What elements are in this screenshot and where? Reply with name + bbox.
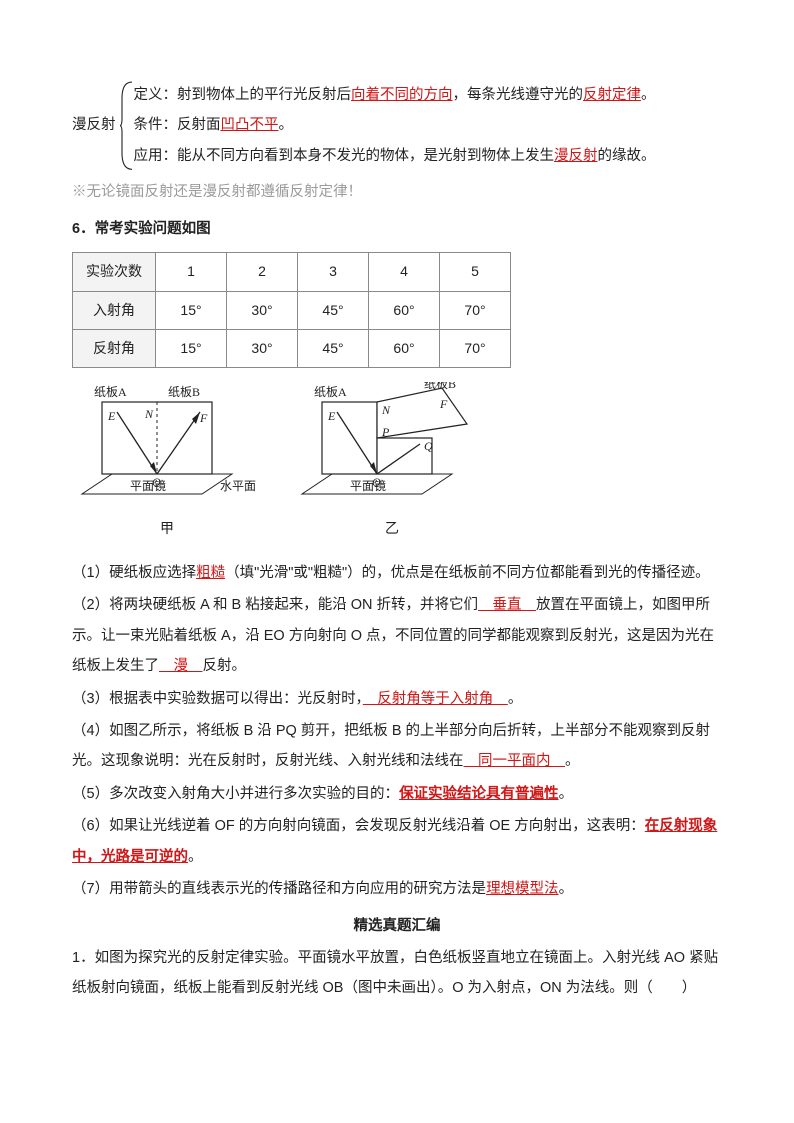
- label-boardA: 纸板A: [94, 385, 127, 399]
- label-mirror2: 平面镜: [350, 478, 386, 493]
- table-cell: 5: [440, 253, 511, 291]
- q4-post: 。: [565, 753, 580, 769]
- table-row: 实验次数 1 2 3 4 5: [73, 253, 511, 291]
- label-mirror: 平面镜: [130, 478, 166, 493]
- table-cell: 45°: [298, 291, 369, 329]
- label-boardB2: 纸板B: [424, 382, 456, 391]
- section-6-title: 6．常考实验问题如图: [72, 214, 722, 244]
- q6: （6）如果让光线逆着 OF 的方向射向镜面，会发现反射光线沿着 OE 方向射出，…: [72, 811, 722, 872]
- label-E: E: [107, 409, 116, 423]
- table-cell: 4: [369, 253, 440, 291]
- compilation-title: 精选真题汇编: [72, 911, 722, 941]
- table-cell: 45°: [298, 329, 369, 367]
- q5-post: 。: [559, 786, 574, 802]
- table-cell: 1: [156, 253, 227, 291]
- caption-yi: 乙: [292, 514, 492, 543]
- q4: （4）如图乙所示，将纸板 B 沿 PQ 剪开，把纸板 B 的上半部分向后折转，上…: [72, 716, 722, 777]
- q2-post: 反射。: [203, 658, 247, 674]
- label-F2: F: [439, 397, 448, 411]
- app-suf: 的缘故。: [598, 148, 656, 164]
- q1-ans: 粗糙: [196, 565, 225, 581]
- app-line: 应用：能从不同方向看到本身不发光的物体，是光射到物体上发生漫反射的缘故。: [134, 141, 723, 171]
- label-Q: Q: [424, 439, 433, 453]
- table-cell: 15°: [156, 291, 227, 329]
- q5: （5）多次改变入射角大小并进行多次实验的目的：保证实验结论具有普遍性。: [72, 779, 722, 809]
- app-red: 漫反射: [554, 148, 598, 164]
- table-cell: 2: [227, 253, 298, 291]
- def-red1: 向着不同的方向: [351, 87, 453, 103]
- def-line: 定义：射到物体上的平行光反射后向着不同的方向，每条光线遵守光的反射定律。: [134, 80, 723, 110]
- cond-suf: 。: [279, 117, 294, 133]
- caption-jia: 甲: [72, 514, 262, 543]
- q3-ans: 反射角等于入射角: [363, 691, 508, 707]
- table-cell: 60°: [369, 329, 440, 367]
- gray-note: ※无论镜面反射还是漫反射都遵循反射定律！: [72, 177, 722, 207]
- q6-post: 。: [188, 849, 203, 865]
- diffuse-reflection-bracket: 漫反射 定义：射到物体上的平行光反射后向着不同的方向，每条光线遵守光的反射定律。…: [72, 80, 722, 171]
- def-suf: 。: [641, 87, 656, 103]
- def-red2: 反射定律: [583, 87, 641, 103]
- label-P: P: [381, 425, 390, 439]
- problem-1: 1．如图为探究光的反射定律实验。平面镜水平放置，白色纸板竖直地立在镜面上。入射光…: [72, 943, 722, 1004]
- q2-pre: （2）将两块硬纸板 A 和 B 粘接起来，能沿 ON 折转，并将它们: [72, 597, 478, 613]
- q3: （3）根据表中实验数据可以得出：光反射时， 反射角等于入射角 。: [72, 684, 722, 714]
- label-N2: N: [381, 403, 391, 417]
- table-row: 反射角 15° 30° 45° 60° 70°: [73, 329, 511, 367]
- q1-pre: （1）硬纸板应选择: [72, 565, 196, 581]
- q5-pre: （5）多次改变入射角大小并进行多次实验的目的：: [72, 786, 399, 802]
- q4-pre: （4）如图乙所示，将纸板 B 沿 PQ 剪开，把纸板 B 的上半部分向后折转，上…: [72, 723, 710, 769]
- q7-ans: 理想模型法: [486, 881, 559, 897]
- table-cell: 30°: [227, 329, 298, 367]
- table-rowhead: 反射角: [73, 329, 156, 367]
- label-boardA2: 纸板A: [314, 385, 347, 399]
- cond-red: 凹凸不平: [221, 117, 279, 133]
- q3-pre: （3）根据表中实验数据可以得出：光反射时，: [72, 691, 363, 707]
- cond-pre: 条件：反射面: [134, 117, 221, 133]
- experiment-table: 实验次数 1 2 3 4 5 入射角 15° 30° 45° 60° 70° 反…: [72, 252, 511, 368]
- label-E2: E: [327, 409, 336, 423]
- diagram-row: 纸板A 纸板B E N F O 平面镜 水平面 甲: [72, 382, 722, 543]
- bracket-body: 定义：射到物体上的平行光反射后向着不同的方向，每条光线遵守光的反射定律。 条件：…: [134, 80, 723, 171]
- table-cell: 3: [298, 253, 369, 291]
- q5-ans: 保证实验结论具有普遍性: [399, 786, 559, 802]
- table-cell: 70°: [440, 291, 511, 329]
- bracket-shape: [120, 80, 134, 171]
- q2-ans2: 漫: [159, 658, 203, 674]
- label-F: F: [199, 411, 208, 425]
- table-cell: 70°: [440, 329, 511, 367]
- diagram-yi: 纸板A 纸板B E N F P Q O 平面镜 乙: [292, 382, 492, 543]
- q7-pre: （7）用带箭头的直线表示光的传播路径和方向应用的研究方法是: [72, 881, 486, 897]
- table-cell: 60°: [369, 291, 440, 329]
- q2-ans: 垂直: [478, 597, 536, 613]
- q3-post: 。: [508, 691, 523, 707]
- diagram-jia: 纸板A 纸板B E N F O 平面镜 水平面 甲: [72, 382, 262, 543]
- q1: （1）硬纸板应选择粗糙（填"光滑"或"粗糙"）的，优点是在纸板前不同方位都能看到…: [72, 558, 722, 588]
- label-boardB: 纸板B: [168, 385, 200, 399]
- cond-line: 条件：反射面凹凸不平。: [134, 110, 723, 140]
- q6-pre: （6）如果让光线逆着 OF 的方向射向镜面，会发现反射光线沿着 OE 方向射出，…: [72, 818, 645, 834]
- table-cell: 15°: [156, 329, 227, 367]
- table-rowhead: 入射角: [73, 291, 156, 329]
- def-pre: 定义：射到物体上的平行光反射后: [134, 87, 352, 103]
- def-mid: ，每条光线遵守光的: [453, 87, 584, 103]
- table-row: 入射角 15° 30° 45° 60° 70°: [73, 291, 511, 329]
- q4-ans: 同一平面内: [464, 753, 566, 769]
- q7: （7）用带箭头的直线表示光的传播路径和方向应用的研究方法是理想模型法。: [72, 874, 722, 904]
- q1-post: （填"光滑"或"粗糙"）的，优点是在纸板前不同方位都能看到光的传播径迹。: [225, 565, 710, 581]
- q7-post: 。: [559, 881, 574, 897]
- label-horizon: 水平面: [220, 479, 256, 493]
- app-pre: 应用：能从不同方向看到本身不发光的物体，是光射到物体上发生: [134, 148, 555, 164]
- bracket-label: 漫反射: [72, 80, 120, 171]
- table-head: 实验次数: [73, 253, 156, 291]
- label-N: N: [144, 407, 154, 421]
- q2: （2）将两块硬纸板 A 和 B 粘接起来，能沿 ON 折转，并将它们 垂直 放置…: [72, 590, 722, 681]
- table-cell: 30°: [227, 291, 298, 329]
